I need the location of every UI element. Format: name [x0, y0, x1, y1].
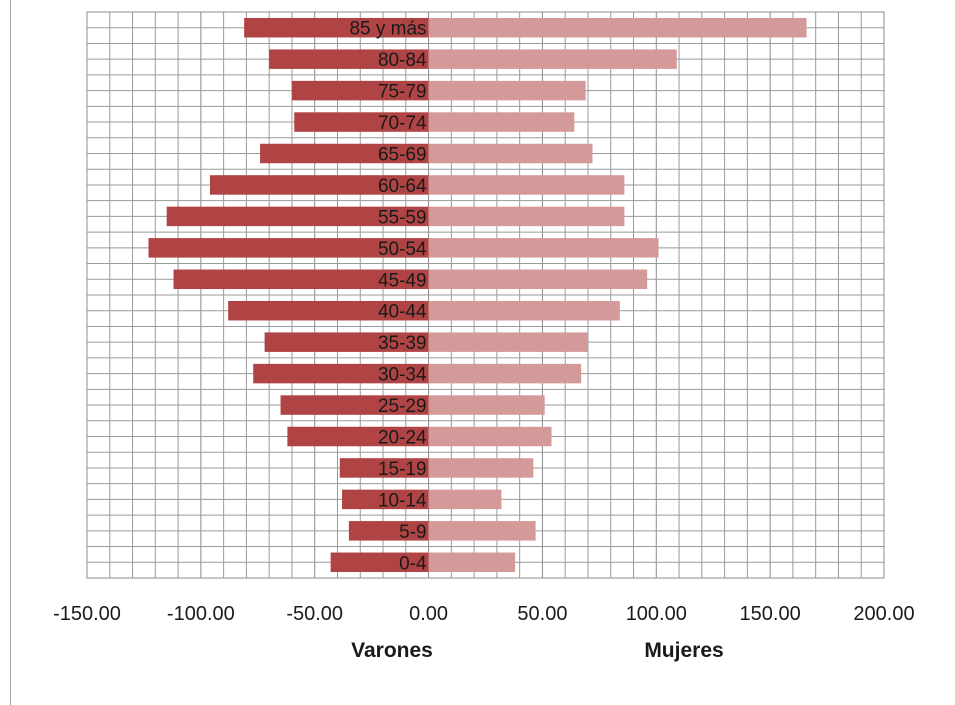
bar-varones-9	[228, 300, 429, 321]
bar-varones-5	[209, 175, 429, 195]
category-label: 25-29	[378, 396, 427, 417]
bar-varones-15	[342, 489, 429, 510]
bar-varones-17	[330, 552, 429, 573]
bar-varones-11	[253, 363, 429, 384]
category-label: 15-19	[378, 459, 427, 480]
frame-line	[10, 0, 11, 705]
category-label: 85 y más	[349, 19, 426, 40]
x-tick-label: 200.00	[853, 603, 914, 625]
bar-mujeres-5	[428, 175, 625, 195]
x-tick-label: 0.00	[409, 603, 448, 625]
x-tick-label: 100.00	[626, 603, 687, 625]
category-label: 55-59	[378, 207, 427, 228]
bar-varones-10	[264, 332, 429, 352]
bar-varones-2	[291, 80, 429, 101]
bar-mujeres-10	[428, 332, 588, 352]
bar-mujeres-0	[428, 17, 807, 38]
category-label: 20-24	[378, 428, 427, 449]
x-axis-label-mujeres: Mujeres	[644, 639, 723, 662]
category-label: 5-9	[399, 522, 426, 543]
bar-varones-14	[339, 458, 429, 478]
bar-varones-3	[294, 112, 429, 132]
bar-mujeres-12	[428, 395, 545, 415]
bar-varones-13	[287, 426, 429, 447]
bar-varones-1	[269, 49, 429, 69]
bar-varones-4	[260, 143, 429, 164]
category-label: 75-79	[378, 82, 427, 103]
x-tick-labels: -150.00 -100.00 -50.00 0.00 50.00 100.00 150.0…	[53, 603, 915, 625]
x-tick-label: -150.00	[53, 603, 121, 625]
category-label: 70-74	[378, 113, 427, 134]
bar-mujeres-11	[428, 363, 582, 384]
x-axis-label-varones: Varones	[351, 639, 433, 662]
bar-varones-8	[173, 269, 429, 290]
bar-mujeres-7	[428, 238, 659, 258]
category-label: 60-64	[378, 176, 427, 197]
bars	[148, 17, 807, 573]
category-label: 35-39	[378, 333, 427, 354]
bar-varones-6	[166, 206, 429, 227]
bar-mujeres-1	[428, 49, 677, 69]
x-tick-label: 50.00	[517, 603, 567, 625]
bar-mujeres-14	[428, 458, 534, 478]
x-tick-label: -50.00	[286, 603, 343, 625]
category-label: 65-69	[378, 145, 427, 166]
bar-mujeres-2	[428, 80, 586, 101]
category-label: 30-34	[378, 365, 427, 386]
category-label: 80-84	[378, 50, 427, 71]
bar-mujeres-15	[428, 489, 502, 510]
bar-varones-0	[244, 17, 429, 38]
category-labels: 85 y más 80-84 75-79 70-74 65-69 60-64 55-59 50…	[349, 19, 427, 575]
bar-mujeres-3	[428, 112, 575, 132]
category-label: 50-54	[378, 239, 427, 260]
bar-mujeres-13	[428, 426, 552, 447]
plot-area-border	[86, 11, 885, 579]
bar-varones-12	[280, 395, 429, 415]
category-label: 0-4	[399, 553, 427, 574]
category-label: 40-44	[378, 302, 427, 323]
bar-mujeres-17	[428, 552, 516, 573]
x-tick-label: -100.00	[167, 603, 235, 625]
bar-mujeres-6	[428, 206, 625, 227]
bar-mujeres-4	[428, 143, 593, 164]
bar-varones-7	[148, 238, 429, 258]
bar-mujeres-9	[428, 300, 620, 321]
bar-mujeres-8	[428, 269, 648, 290]
category-label: 45-49	[378, 270, 427, 291]
category-label: 10-14	[378, 490, 427, 511]
x-tick-label: 150.00	[740, 603, 801, 625]
bar-mujeres-16	[428, 521, 536, 541]
bar-varones-16	[348, 521, 429, 541]
